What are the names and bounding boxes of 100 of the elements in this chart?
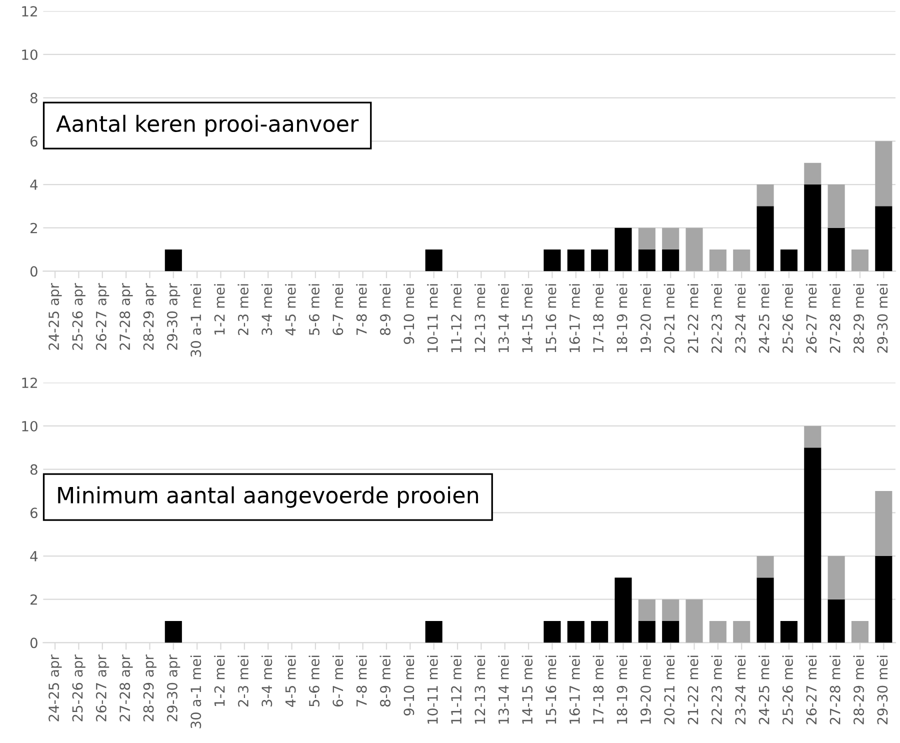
- bar: [875, 206, 892, 272]
- x-tick-label: 9-10 mei: [403, 656, 414, 716]
- x-tick-label: 27-28 mei: [830, 284, 840, 353]
- bar: [591, 621, 608, 643]
- bar: [733, 621, 750, 643]
- bar: [686, 599, 703, 643]
- bar: [804, 426, 822, 448]
- x-tick-label: 26-27 apr: [96, 283, 110, 350]
- x-tick-label: 17-18 mei: [592, 656, 604, 724]
- bar: [875, 491, 892, 556]
- x-tick-label: 17-18 mei: [592, 284, 604, 352]
- x-tick-label: 24-25 apr: [48, 283, 62, 350]
- x-tick-label: 25-26 apr: [72, 283, 86, 350]
- x-tick-label: 21-22 mei: [688, 656, 698, 724]
- bar: [709, 621, 726, 643]
- x-tick-label: 7-8 mei: [356, 656, 367, 706]
- x-tick-label: 20-21 mei: [664, 656, 675, 724]
- text: Minimum aantal aangevoerde prooien: [58, 486, 478, 508]
- bar: [686, 228, 703, 272]
- x-tick-label: 6-7 mei: [332, 284, 344, 336]
- x-tick-label: 11-12 mei: [450, 284, 462, 352]
- bar: [591, 250, 608, 272]
- bar: [164, 621, 182, 643]
- x-tick-label: 26-27 apr: [96, 654, 110, 722]
- bar: [828, 184, 845, 228]
- x-tick-label: 8-9 mei: [380, 656, 391, 707]
- x-tick-label: 28-29 apr: [143, 654, 156, 722]
- x-tick-label: 10-11 mei: [427, 284, 438, 352]
- bar: [756, 184, 774, 206]
- bar: [804, 448, 822, 643]
- x-tick-label: 5-6 mei: [308, 656, 320, 706]
- y-tick-label: 0: [30, 266, 38, 277]
- bar: [662, 621, 680, 643]
- y-tick-label: 12: [22, 378, 37, 388]
- bar: [828, 556, 845, 600]
- y-tick-label: 6: [30, 136, 38, 147]
- text: Aantal keren prooi-aanvoer: [56, 114, 359, 136]
- x-tick-label: 4-5 mei: [285, 284, 296, 336]
- bar: [780, 621, 798, 643]
- x-tick-label: 29-30 mei: [876, 656, 888, 724]
- x-tick-label: 4-5 mei: [285, 656, 296, 707]
- y-tick-label: 8: [30, 92, 38, 104]
- x-tick-label: 2-3 mei: [238, 284, 248, 336]
- x-tick-label: 25-26 apr: [72, 654, 86, 722]
- y-tick-label: 4: [30, 180, 38, 190]
- x-tick-label: 27-28 apr: [120, 654, 133, 722]
- bar: [638, 621, 656, 643]
- x-tick-label: 8-9 mei: [380, 284, 391, 336]
- x-tick-label: 24-25 mei: [758, 656, 770, 724]
- x-tick-label: 5-6 mei: [308, 284, 320, 335]
- x-tick-label: 30 a-1 mei: [190, 284, 202, 357]
- x-tick-label: 9-10 mei: [403, 284, 414, 344]
- x-tick-label: 22-23 mei: [711, 284, 722, 353]
- bar: [567, 250, 584, 272]
- bar: [567, 621, 584, 643]
- bar: [851, 250, 869, 272]
- x-tick-label: 28-29 mei: [853, 656, 864, 724]
- bar: [614, 578, 632, 643]
- x-tick-label: 16-17 mei: [569, 284, 580, 352]
- x-tick-label: 7-8 mei: [356, 284, 367, 335]
- x-tick-label: 21-22 mei: [688, 284, 698, 353]
- bar: [875, 141, 892, 206]
- bar: [875, 556, 892, 643]
- x-tick-label: 2-3 mei: [238, 656, 248, 707]
- bar: [709, 250, 726, 272]
- bar: [662, 250, 680, 272]
- x-tick-label: 22-23 mei: [711, 656, 722, 724]
- bar: [662, 599, 680, 622]
- x-tick-label: 29-30 mei: [876, 284, 888, 353]
- bar: [804, 162, 822, 185]
- bar: [851, 621, 869, 643]
- x-tick-label: 29-30 apr: [166, 654, 180, 722]
- x-tick-label: 20-21 mei: [664, 284, 675, 353]
- x-tick-label: 27-28 mei: [830, 656, 840, 724]
- y-tick-label: 0: [30, 638, 38, 648]
- x-tick-label: 10-11 mei: [427, 656, 438, 724]
- bar: [425, 621, 442, 643]
- y-tick-label: 4: [30, 551, 38, 562]
- x-tick-label: 19-20 mei: [640, 284, 651, 352]
- x-tick-label: 15-16 mei: [545, 284, 556, 352]
- x-tick-label: 26-27 mei: [806, 656, 817, 724]
- x-tick-label: 14-15 mei: [522, 656, 533, 724]
- y-tick-label: 10: [22, 420, 38, 432]
- x-tick-label: 3-4 mei: [261, 284, 272, 335]
- bar: [638, 599, 656, 622]
- bar: [733, 250, 750, 272]
- x-tick-label: 25-26 mei: [782, 656, 793, 724]
- bar: [756, 578, 774, 643]
- bar: [756, 206, 774, 272]
- bar: [638, 250, 656, 272]
- y-tick-label: 6: [30, 508, 38, 518]
- x-tick-label: 27-28 apr: [120, 283, 133, 350]
- bar: [164, 250, 182, 272]
- x-tick-label: 23-24 mei: [734, 284, 746, 353]
- bar: [638, 228, 656, 250]
- x-tick-label: 6-7 mei: [332, 656, 344, 707]
- x-tick-label: 25-26 mei: [782, 284, 793, 353]
- x-tick-label: 13-14 mei: [498, 284, 509, 352]
- x-tick-label: 29-30 apr: [166, 283, 180, 350]
- bar: [756, 556, 774, 578]
